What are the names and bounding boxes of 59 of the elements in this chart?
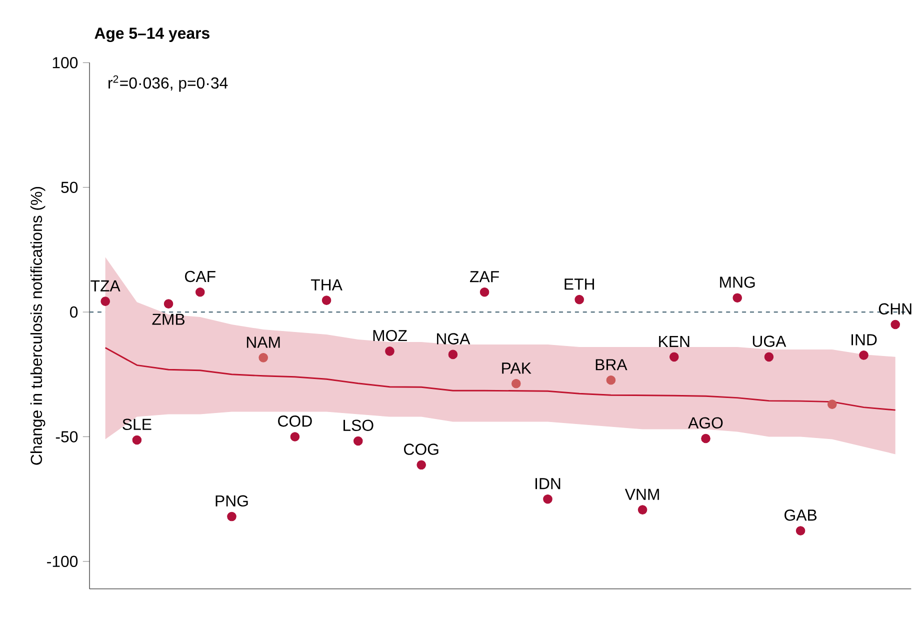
point bbox=[416, 460, 426, 470]
x-tick-label: IDN bbox=[536, 478, 560, 490]
x-tick-label: IND bbox=[852, 334, 877, 346]
point bbox=[670, 352, 679, 362]
point bbox=[701, 434, 710, 444]
y-tick-label: 100 bbox=[52, 57, 78, 68]
y-axis-title: Change in tuberculosis notifications (%) bbox=[30, 187, 46, 465]
x-tick-label: NAM bbox=[246, 336, 280, 348]
x-tick-label: SLE bbox=[122, 418, 152, 430]
point bbox=[764, 352, 774, 362]
point bbox=[322, 296, 332, 306]
annotation: r$^{2}$=0·036, p=0·34 bbox=[108, 75, 228, 92]
y-tick-label: -50 bbox=[56, 431, 78, 443]
point bbox=[132, 436, 142, 445]
x-tick-label: CAF bbox=[185, 271, 216, 282]
x-tick-label: UGA bbox=[752, 336, 786, 348]
point bbox=[353, 436, 363, 446]
point bbox=[290, 432, 300, 442]
x-tick-label: GAB bbox=[784, 510, 817, 521]
x-tick-label: AGO bbox=[688, 417, 723, 429]
point bbox=[638, 505, 648, 515]
point bbox=[574, 295, 584, 304]
point bbox=[890, 320, 900, 330]
x-tick-label: COG bbox=[404, 444, 438, 456]
x-tick-label: THA bbox=[310, 280, 342, 291]
point bbox=[448, 350, 458, 360]
y-tick-label: 50 bbox=[61, 182, 78, 194]
x-tick-label: NGA bbox=[437, 333, 470, 345]
point bbox=[606, 376, 616, 385]
point bbox=[480, 288, 490, 297]
point bbox=[796, 526, 806, 536]
point bbox=[385, 346, 394, 356]
point bbox=[227, 512, 236, 522]
point bbox=[258, 353, 268, 362]
x-tick-label: KEN bbox=[659, 336, 690, 348]
point bbox=[732, 293, 742, 303]
chart-title: Age 5–14 years bbox=[94, 28, 210, 42]
point bbox=[164, 299, 174, 309]
x-tick-label: ZAF bbox=[470, 271, 499, 282]
x-tick-label: MOZ bbox=[373, 330, 407, 342]
x-tick-label: BRA bbox=[596, 359, 628, 370]
point bbox=[828, 400, 837, 410]
x-tick-label: COD bbox=[278, 416, 312, 427]
x-tick-label: PAK bbox=[502, 362, 532, 374]
y-tick-label: 0 bbox=[70, 306, 78, 318]
point bbox=[543, 494, 552, 504]
point bbox=[195, 288, 205, 297]
x-tick-label: CHN bbox=[878, 303, 912, 315]
x-tick-label: PNG bbox=[216, 495, 248, 507]
x-tick-label: ETH bbox=[564, 278, 594, 290]
point bbox=[512, 379, 521, 388]
x-tick-label: LSO bbox=[344, 420, 374, 432]
point bbox=[859, 350, 868, 360]
x-tick-label: TZA bbox=[90, 280, 120, 292]
x-tick-label: ZMB bbox=[152, 314, 184, 325]
x-tick-label: VNM bbox=[624, 489, 659, 500]
x-tick-label: MNG bbox=[720, 276, 755, 288]
point bbox=[100, 296, 110, 306]
y-tick-label: -100 bbox=[47, 556, 78, 568]
